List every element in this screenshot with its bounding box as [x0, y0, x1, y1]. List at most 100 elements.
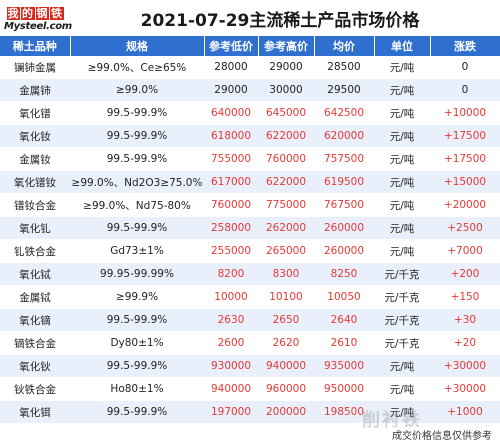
cell-low-price: 2600 — [204, 331, 258, 355]
col-header-variety: 稀土品种 — [0, 36, 71, 56]
cell-spec: 99.5-99.9% — [70, 308, 204, 332]
table-row: 金属铽 ≥99.9% 10000 10100 10050 元/千克 +150 — [0, 285, 500, 309]
footer-note: 成交价格信息仅供参考 — [390, 427, 494, 442]
cell-variety: 镝铁合金 — [0, 331, 70, 355]
table-row: 钬铁合金 Ho80±1% 940000 960000 950000 元/吨 +30000 — [0, 377, 500, 401]
cell-variety: 氧化镨 — [0, 101, 70, 125]
cell-avg-price: 950000 — [314, 377, 374, 401]
table-row: 氧化镨钕 ≥99.0%、Nd2O3≥75.0% 617000 622000 619500… — [0, 170, 500, 194]
cell-avg-price: 767500 — [314, 193, 374, 217]
table-body: 镧铈金属 ≥99.0%、Ce≥65% 28000 29000 28500 元/吨 0 金属铈 ≥… — [0, 56, 500, 424]
cell-spec: ≥99.0%、Nd75-80% — [70, 193, 204, 217]
cell-spec: ≥99.0%、Nd2O3≥75.0% — [70, 170, 204, 194]
cell-unit: 元/吨 — [374, 170, 430, 194]
cell-unit: 元/吨 — [374, 377, 430, 401]
cell-avg-price: 2640 — [314, 308, 374, 332]
cell-spec: 99.5-99.9% — [70, 101, 204, 125]
cell-low-price: 617000 — [204, 170, 258, 194]
cell-variety: 氧化钕 — [0, 124, 70, 148]
table-row: 氧化钬 99.5-99.9% 930000 940000 935000 元/吨 +30000 — [0, 354, 500, 378]
cell-avg-price: 260000 — [314, 216, 374, 240]
cell-spec: Gd73±1% — [70, 239, 204, 263]
cell-variety: 氧化钆 — [0, 216, 70, 240]
logo-wordmark: Mysteel.com — [4, 21, 72, 32]
cell-variety: 金属铈 — [0, 78, 70, 102]
cell-low-price: 197000 — [204, 400, 258, 424]
cell-avg-price: 28500 — [314, 56, 374, 79]
cell-unit: 元/吨 — [374, 400, 430, 424]
logo-chars: 我的钢铁 — [6, 7, 64, 20]
cell-low-price: 10000 — [204, 285, 258, 309]
cell-avg-price: 198500 — [314, 400, 374, 424]
logo-char: 我 — [6, 7, 20, 20]
cell-high-price: 760000 — [258, 147, 314, 171]
cell-high-price: 30000 — [258, 78, 314, 102]
cell-unit: 元/吨 — [374, 239, 430, 263]
cell-low-price: 8200 — [204, 262, 258, 286]
cell-spec: 99.95-99.99% — [70, 262, 204, 286]
cell-low-price: 618000 — [204, 124, 258, 148]
logo-char: 钢 — [35, 7, 49, 20]
cell-unit: 元/吨 — [374, 354, 430, 378]
cell-variety: 氧化铽 — [0, 262, 70, 286]
cell-variety: 氧化镨钕 — [0, 170, 70, 194]
cell-avg-price: 2610 — [314, 331, 374, 355]
cell-unit: 元/吨 — [374, 78, 430, 102]
cell-change: +2500 — [430, 216, 500, 240]
cell-unit: 元/吨 — [374, 124, 430, 148]
cell-unit: 元/吨 — [374, 147, 430, 171]
cell-variety: 氧化钬 — [0, 354, 70, 378]
cell-avg-price: 935000 — [314, 354, 374, 378]
cell-change: +30000 — [430, 377, 500, 401]
cell-high-price: 645000 — [258, 101, 314, 125]
cell-change: +7000 — [430, 239, 500, 263]
cell-spec: 99.5-99.9% — [70, 400, 204, 424]
cell-variety: 钬铁合金 — [0, 377, 70, 401]
table-row: 镝铁合金 Dy80±1% 2600 2620 2610 元/千克 +20 — [0, 331, 500, 355]
cell-spec: ≥99.0% — [70, 78, 204, 102]
table-row: 氧化钆 99.5-99.9% 258000 262000 260000 元/吨 +2500 — [0, 216, 500, 240]
cell-unit: 元/吨 — [374, 216, 430, 240]
cell-high-price: 940000 — [258, 354, 314, 378]
col-header-avg-price: 均价 — [314, 36, 375, 56]
cell-variety: 氧化镝 — [0, 308, 70, 332]
cell-low-price: 258000 — [204, 216, 258, 240]
cell-low-price: 2630 — [204, 308, 258, 332]
cell-variety: 氧化铒 — [0, 400, 70, 424]
cell-variety: 金属钕 — [0, 147, 70, 171]
cell-avg-price: 8250 — [314, 262, 374, 286]
logo-char: 的 — [21, 7, 35, 20]
cell-spec: Dy80±1% — [70, 331, 204, 355]
cell-unit: 元/吨 — [374, 56, 430, 79]
cell-low-price: 640000 — [204, 101, 258, 125]
cell-unit: 元/千克 — [374, 262, 430, 286]
cell-change: +20 — [430, 331, 500, 355]
cell-high-price: 262000 — [258, 216, 314, 240]
cell-spec: ≥99.0%、Ce≥65% — [70, 56, 204, 79]
cell-low-price: 930000 — [204, 354, 258, 378]
cell-change: +30000 — [430, 354, 500, 378]
cell-high-price: 2650 — [258, 308, 314, 332]
cell-high-price: 2620 — [258, 331, 314, 355]
cell-high-price: 622000 — [258, 170, 314, 194]
cell-change: +15000 — [430, 170, 500, 194]
table-row: 氧化钕 99.5-99.9% 618000 622000 620000 元/吨 +17500 — [0, 124, 500, 148]
cell-high-price: 960000 — [258, 377, 314, 401]
cell-avg-price: 620000 — [314, 124, 374, 148]
cell-high-price: 29000 — [258, 56, 314, 79]
cell-change: +17500 — [430, 147, 500, 171]
cell-change: +17500 — [430, 124, 500, 148]
cell-avg-price: 10050 — [314, 285, 374, 309]
cell-change: +200 — [430, 262, 500, 286]
cell-spec: ≥99.9% — [70, 285, 204, 309]
mysteel-logo: 我的钢铁 Mysteel.com — [4, 2, 72, 34]
page-title: 2021-07-29主流稀土产品市场价格 — [140, 11, 420, 31]
cell-avg-price: 260000 — [314, 239, 374, 263]
col-header-low-price: 参考低价 — [204, 36, 259, 56]
cell-change: 0 — [430, 56, 500, 79]
table-header-row: 稀土品种 规格 参考低价 参考高价 均价 单位 涨跌 — [0, 36, 500, 56]
table-row: 钆铁合金 Gd73±1% 255000 265000 260000 元/吨 +7000 — [0, 239, 500, 263]
cell-change: +20000 — [430, 193, 500, 217]
cell-low-price: 255000 — [204, 239, 258, 263]
cell-unit: 元/吨 — [374, 101, 430, 125]
